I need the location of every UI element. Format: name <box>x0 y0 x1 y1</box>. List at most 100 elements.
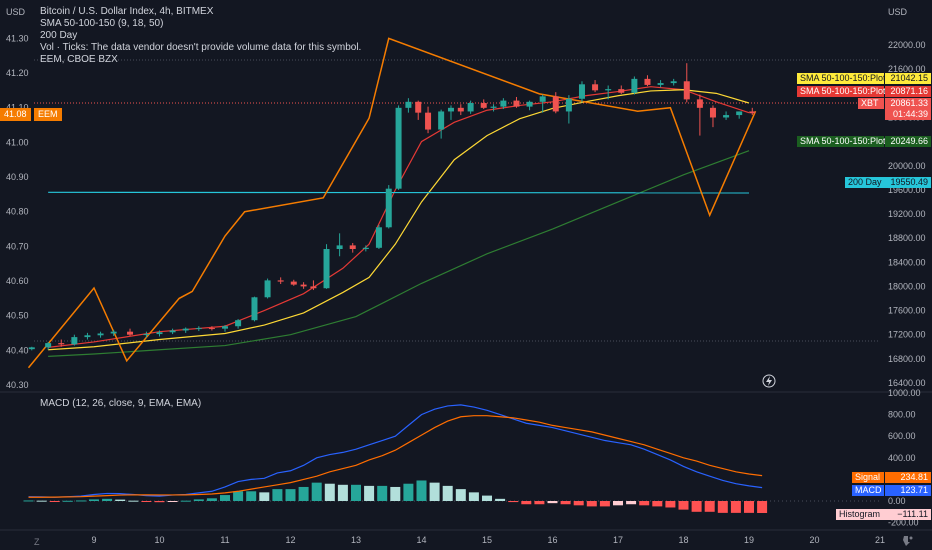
candle-body <box>28 347 35 350</box>
histogram-bar <box>730 501 741 513</box>
sma-legend[interactable]: SMA 50-100-150 (9, 18, 50) <box>40 18 164 29</box>
macd-line <box>28 404 763 498</box>
right-tick-label: 21600.00 <box>888 64 926 74</box>
histogram-bar <box>128 500 139 502</box>
candle-body <box>323 249 330 289</box>
day200-legend[interactable]: 200 Day <box>40 30 78 41</box>
tv-logo-icon[interactable] <box>903 536 913 546</box>
candle-body <box>143 334 150 336</box>
candle-body <box>696 99 703 108</box>
xbt-countdown: 01:44:39 <box>892 109 928 119</box>
macd-tick-label: 800.00 <box>888 410 916 420</box>
histogram-bar <box>246 491 257 501</box>
candle-body <box>277 280 284 282</box>
histogram-bar <box>744 501 754 513</box>
candle-body <box>592 84 599 91</box>
candle-body <box>447 107 454 112</box>
series-layer <box>27 37 757 369</box>
histogram-bar <box>36 500 47 502</box>
x-tick-label: 15 <box>482 535 492 545</box>
candle-body <box>290 281 297 285</box>
candle-body <box>336 245 343 250</box>
right-tick-label: 17200.00 <box>888 330 926 340</box>
left-tick-label: 41.10 <box>6 103 29 113</box>
candle-body <box>552 96 559 112</box>
histogram-bar <box>665 501 676 508</box>
histogram-bar <box>652 501 663 507</box>
series-line-0 <box>48 86 750 348</box>
right-tick-label: 18000.00 <box>888 281 926 291</box>
right-tick-label: 22000.00 <box>888 40 926 50</box>
series-line-1 <box>48 89 750 351</box>
histogram-bar <box>678 501 689 510</box>
histogram-bar <box>495 498 506 501</box>
histogram-bar <box>167 501 178 502</box>
right-tick-label: 20000.00 <box>888 161 926 171</box>
histogram-bar <box>586 501 597 507</box>
candle-body <box>222 326 228 329</box>
eem-line <box>27 37 757 369</box>
histogram-bar <box>298 486 309 501</box>
left-tick-label: 40.40 <box>6 345 29 355</box>
left-tick-label: 40.80 <box>6 207 29 217</box>
macd-label: MACD <box>852 485 884 496</box>
candle-body <box>438 111 445 130</box>
left-tick-label: 41.30 <box>6 33 29 43</box>
candle-body <box>578 84 585 99</box>
volume-legend[interactable]: Vol · Ticks: The data vendor doesn't pro… <box>40 42 362 53</box>
eem-price-badge: 41.08 <box>0 108 31 121</box>
candle-body <box>618 89 625 93</box>
grid <box>0 59 932 531</box>
candle-body <box>84 335 91 338</box>
x-tick-label: 11 <box>220 535 229 545</box>
sma-c-value: 20249.66 <box>885 136 931 147</box>
candle-body <box>97 333 104 336</box>
right-tick-label: 17600.00 <box>888 306 926 316</box>
lightning-icon[interactable] <box>762 374 776 388</box>
candle-body <box>526 101 533 107</box>
histogram-bar <box>272 489 283 501</box>
histogram-bar <box>102 498 113 501</box>
candle-body <box>457 107 464 112</box>
axis-layer: 41.30 41.20 41.10 41.00 40.90 40.80 40.70 40.60… <box>6 33 926 545</box>
macd-legend[interactable]: MACD (12, 26, close, 9, EMA, EMA) <box>40 398 202 409</box>
eem-value: 41.08 <box>4 109 27 119</box>
candle-body <box>58 343 65 345</box>
goto-date-icon[interactable]: Z <box>34 537 40 547</box>
candle-body <box>631 78 638 93</box>
right-tick-label: 19200.00 <box>888 209 926 219</box>
left-tick-label: 41.00 <box>6 137 29 147</box>
candle-body <box>362 247 369 250</box>
candle-body <box>264 280 271 298</box>
sma-b-value: 20871.16 <box>885 86 931 97</box>
left-tick-label: 40.90 <box>6 172 29 182</box>
candle-body <box>395 107 402 189</box>
histogram-bar <box>442 485 453 501</box>
eem-legend[interactable]: EEM, CBOE BZX <box>40 54 118 65</box>
candle-body <box>480 103 487 108</box>
histogram-bar <box>364 485 375 501</box>
candle-body <box>110 331 117 334</box>
left-tick-label: 40.60 <box>6 276 29 286</box>
macd-tick-label: 400.00 <box>888 453 916 463</box>
histogram-bar <box>573 501 584 506</box>
symbol-title[interactable]: Bitcoin / U.S. Dollar Index, 4h, BITMEX <box>40 6 214 17</box>
sma-a-value: 21042.15 <box>885 73 931 84</box>
histogram-bar <box>324 483 335 501</box>
candle-body <box>670 81 677 84</box>
candle-body <box>709 107 716 118</box>
histogram-bar <box>49 501 60 502</box>
candle-body <box>467 103 474 112</box>
series-line-3 <box>48 191 750 194</box>
signal-label: Signal <box>852 472 884 483</box>
right-tick-label: 19600.00 <box>888 185 926 195</box>
candle-body <box>683 81 690 100</box>
candle-body <box>156 332 163 335</box>
series-line-2 <box>48 150 750 358</box>
x-tick-label: 12 <box>285 535 295 545</box>
x-tick-label: 19 <box>744 535 754 545</box>
left-tick-label: 40.50 <box>6 311 29 321</box>
right-axis-unit: USD <box>888 7 908 17</box>
